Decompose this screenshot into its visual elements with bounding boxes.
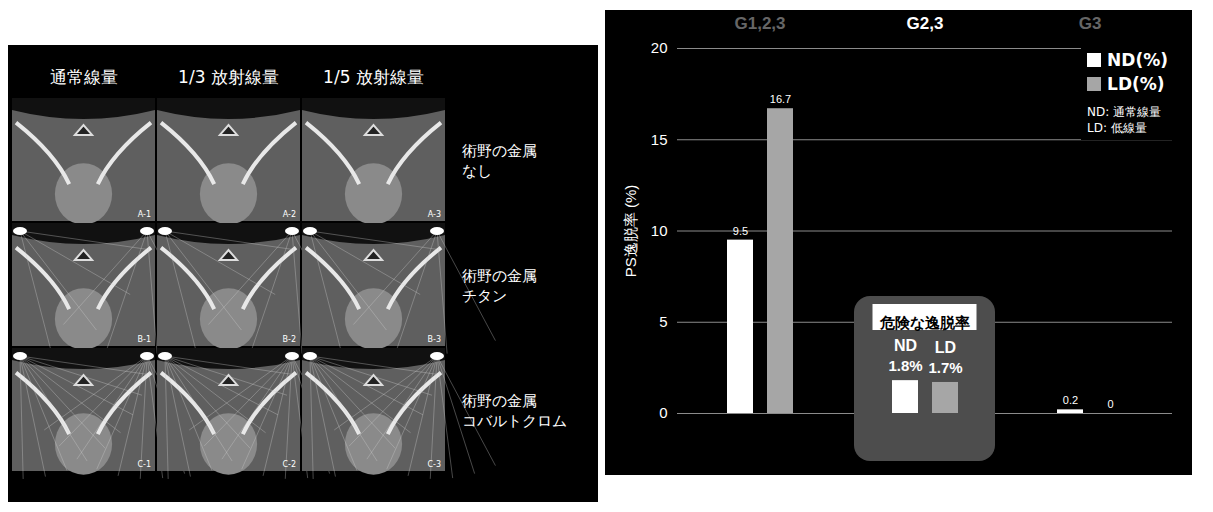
html-text:LD(%): LD(%) (1107, 74, 1165, 94)
svg-text:危険な逸脱率: 危険な逸脱率 (879, 314, 970, 331)
svg-text:0: 0 (659, 404, 667, 421)
svg-text:5: 5 (659, 313, 667, 330)
html-text:LD: 低線量: LD: 低線量 (1087, 121, 1147, 135)
svg-text:C-1: C-1 (137, 460, 151, 469)
html-text:ND: 通常線量: ND: 通常線量 (1087, 105, 1162, 119)
svg-text:チタン: チタン (462, 287, 507, 305)
svg-text:術野の金属: 術野の金属 (462, 392, 537, 410)
svg-text:PS逸脱率 (%): PS逸脱率 (%) (622, 185, 639, 278)
svg-text:20: 20 (651, 39, 668, 56)
svg-text:LD: LD (935, 339, 956, 356)
svg-text:G3: G3 (1079, 14, 1102, 33)
svg-text:C-3: C-3 (427, 460, 441, 469)
svg-text:A-3: A-3 (428, 210, 441, 219)
svg-text:コバルトクロム: コバルトクロム (462, 412, 567, 430)
svg-text:9.5: 9.5 (733, 225, 748, 237)
svg-text:B-3: B-3 (428, 335, 441, 344)
svg-text:1/3 放射線量: 1/3 放射線量 (178, 67, 279, 87)
svg-text:術野の金属: 術野の金属 (462, 142, 537, 160)
svg-text:16.7: 16.7 (770, 93, 791, 105)
svg-text:15: 15 (651, 131, 668, 148)
svg-text:0.2: 0.2 (1063, 394, 1078, 406)
svg-text:A-2: A-2 (283, 210, 296, 219)
svg-text:10: 10 (651, 222, 668, 239)
svg-text:1.8%: 1.8% (888, 357, 922, 374)
svg-text:B-1: B-1 (138, 335, 151, 344)
svg-text:C-2: C-2 (282, 460, 296, 469)
svg-text:術野の金属: 術野の金属 (462, 267, 537, 285)
svg-text:なし: なし (462, 162, 492, 180)
svg-text:A-1: A-1 (138, 210, 151, 219)
svg-text:G1,2,3: G1,2,3 (734, 14, 785, 33)
svg-text:1.7%: 1.7% (928, 359, 962, 376)
svg-text:B-2: B-2 (283, 335, 296, 344)
svg-text:G2,3: G2,3 (907, 14, 944, 33)
svg-text:0: 0 (1107, 398, 1113, 410)
svg-text:1/5 放射線量: 1/5 放射線量 (323, 67, 424, 87)
svg-text:通常線量: 通常線量 (50, 67, 118, 87)
html-text:ND(%): ND(%) (1107, 50, 1168, 70)
svg-text:ND: ND (894, 337, 917, 354)
